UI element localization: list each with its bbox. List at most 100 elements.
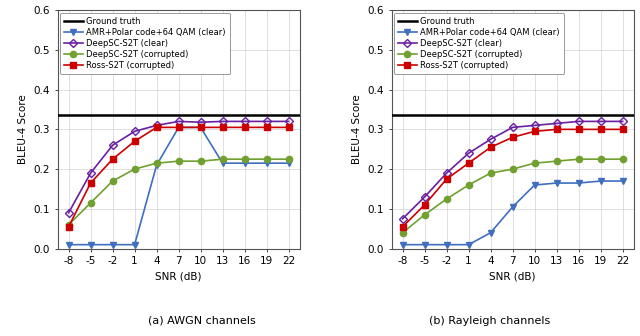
DeepSC-S2T (corrupted) — [420, 213, 428, 217]
DeepSC-S2T (clear) — [619, 119, 627, 123]
AMR+Polar code+64 QAM (clear) — [596, 179, 604, 183]
DeepSC-S2T (clear) — [553, 121, 561, 125]
AMR+Polar code+64 QAM (clear) — [285, 161, 292, 165]
DeepSC-S2T (clear) — [175, 119, 182, 123]
Legend: Ground truth, AMR+Polar code+64 QAM (clear), DeepSC-S2T (clear), DeepSC-S2T (cor: Ground truth, AMR+Polar code+64 QAM (cle… — [60, 12, 230, 74]
DeepSC-S2T (clear) — [196, 120, 204, 124]
DeepSC-S2T (clear) — [219, 119, 227, 123]
Ross-S2T (corrupted) — [443, 177, 451, 181]
AMR+Polar code+64 QAM (clear) — [487, 231, 495, 235]
DeepSC-S2T (corrupted) — [175, 159, 182, 163]
Ross-S2T (corrupted) — [575, 127, 582, 131]
Ground truth — [124, 114, 131, 118]
Ross-S2T (corrupted) — [531, 129, 538, 133]
Ross-S2T (corrupted) — [596, 127, 604, 131]
DeepSC-S2T (corrupted) — [109, 179, 116, 183]
AMR+Polar code+64 QAM (clear) — [175, 125, 182, 129]
Ross-S2T (corrupted) — [109, 157, 116, 161]
AMR+Polar code+64 QAM (clear) — [443, 243, 451, 247]
DeepSC-S2T (corrupted) — [219, 157, 227, 161]
AMR+Polar code+64 QAM (clear) — [509, 205, 516, 209]
Ross-S2T (corrupted) — [465, 161, 472, 165]
Y-axis label: BLEU-4 Score: BLEU-4 Score — [352, 94, 362, 164]
Ross-S2T (corrupted) — [65, 225, 72, 229]
Ross-S2T (corrupted) — [619, 127, 627, 131]
AMR+Polar code+64 QAM (clear) — [87, 243, 95, 247]
DeepSC-S2T (clear) — [509, 125, 516, 129]
Ross-S2T (corrupted) — [399, 225, 406, 229]
DeepSC-S2T (clear) — [399, 217, 406, 221]
DeepSC-S2T (clear) — [65, 211, 72, 215]
Ground truth — [458, 114, 465, 118]
AMR+Polar code+64 QAM (clear) — [65, 243, 72, 247]
DeepSC-S2T (clear) — [465, 151, 472, 155]
AMR+Polar code+64 QAM (clear) — [131, 243, 138, 247]
Text: (a) AWGN channels: (a) AWGN channels — [148, 316, 255, 326]
Ground truth — [465, 114, 472, 118]
Line: Ross-S2T (corrupted): Ross-S2T (corrupted) — [400, 127, 625, 229]
AMR+Polar code+64 QAM (clear) — [619, 179, 627, 183]
AMR+Polar code+64 QAM (clear) — [465, 243, 472, 247]
Ross-S2T (corrupted) — [487, 145, 495, 149]
DeepSC-S2T (clear) — [575, 119, 582, 123]
Line: Ross-S2T (corrupted): Ross-S2T (corrupted) — [66, 125, 291, 229]
DeepSC-S2T (clear) — [131, 129, 138, 133]
Ross-S2T (corrupted) — [263, 125, 271, 129]
X-axis label: SNR (dB): SNR (dB) — [490, 272, 536, 282]
DeepSC-S2T (corrupted) — [443, 197, 451, 201]
DeepSC-S2T (clear) — [285, 119, 292, 123]
DeepSC-S2T (corrupted) — [65, 223, 72, 227]
X-axis label: SNR (dB): SNR (dB) — [156, 272, 202, 282]
Line: DeepSC-S2T (corrupted): DeepSC-S2T (corrupted) — [65, 156, 292, 228]
DeepSC-S2T (clear) — [241, 119, 248, 123]
Ross-S2T (corrupted) — [219, 125, 227, 129]
AMR+Polar code+64 QAM (clear) — [219, 161, 227, 165]
DeepSC-S2T (corrupted) — [285, 157, 292, 161]
DeepSC-S2T (clear) — [153, 123, 161, 127]
AMR+Polar code+64 QAM (clear) — [196, 125, 204, 129]
DeepSC-S2T (clear) — [487, 137, 495, 141]
DeepSC-S2T (clear) — [531, 123, 538, 127]
Y-axis label: BLEU-4 Score: BLEU-4 Score — [18, 94, 28, 164]
AMR+Polar code+64 QAM (clear) — [420, 243, 428, 247]
DeepSC-S2T (corrupted) — [153, 161, 161, 165]
DeepSC-S2T (clear) — [443, 171, 451, 175]
Line: AMR+Polar code+64 QAM (clear): AMR+Polar code+64 QAM (clear) — [399, 178, 626, 248]
DeepSC-S2T (clear) — [87, 171, 95, 175]
DeepSC-S2T (corrupted) — [575, 157, 582, 161]
Text: (b) Rayleigh channels: (b) Rayleigh channels — [429, 316, 550, 326]
DeepSC-S2T (clear) — [263, 119, 271, 123]
Ross-S2T (corrupted) — [509, 135, 516, 139]
Legend: Ground truth, AMR+Polar code+64 QAM (clear), DeepSC-S2T (clear), DeepSC-S2T (cor: Ground truth, AMR+Polar code+64 QAM (cle… — [394, 12, 564, 74]
DeepSC-S2T (clear) — [109, 143, 116, 147]
DeepSC-S2T (clear) — [596, 119, 604, 123]
Line: DeepSC-S2T (clear): DeepSC-S2T (clear) — [400, 119, 625, 222]
Ross-S2T (corrupted) — [241, 125, 248, 129]
AMR+Polar code+64 QAM (clear) — [109, 243, 116, 247]
DeepSC-S2T (corrupted) — [596, 157, 604, 161]
DeepSC-S2T (corrupted) — [465, 183, 472, 187]
AMR+Polar code+64 QAM (clear) — [399, 243, 406, 247]
Ground truth — [131, 114, 138, 118]
Ross-S2T (corrupted) — [196, 125, 204, 129]
AMR+Polar code+64 QAM (clear) — [241, 161, 248, 165]
Ross-S2T (corrupted) — [175, 125, 182, 129]
DeepSC-S2T (corrupted) — [509, 167, 516, 171]
DeepSC-S2T (corrupted) — [241, 157, 248, 161]
AMR+Polar code+64 QAM (clear) — [531, 183, 538, 187]
AMR+Polar code+64 QAM (clear) — [263, 161, 271, 165]
Ross-S2T (corrupted) — [131, 139, 138, 143]
DeepSC-S2T (corrupted) — [531, 161, 538, 165]
Ross-S2T (corrupted) — [553, 127, 561, 131]
Line: DeepSC-S2T (corrupted): DeepSC-S2T (corrupted) — [399, 156, 626, 236]
DeepSC-S2T (clear) — [420, 195, 428, 199]
AMR+Polar code+64 QAM (clear) — [153, 163, 161, 167]
Line: AMR+Polar code+64 QAM (clear): AMR+Polar code+64 QAM (clear) — [65, 124, 292, 248]
Ross-S2T (corrupted) — [285, 125, 292, 129]
DeepSC-S2T (corrupted) — [196, 159, 204, 163]
DeepSC-S2T (corrupted) — [553, 159, 561, 163]
DeepSC-S2T (corrupted) — [87, 201, 95, 205]
AMR+Polar code+64 QAM (clear) — [553, 181, 561, 185]
Ross-S2T (corrupted) — [153, 125, 161, 129]
DeepSC-S2T (corrupted) — [263, 157, 271, 161]
